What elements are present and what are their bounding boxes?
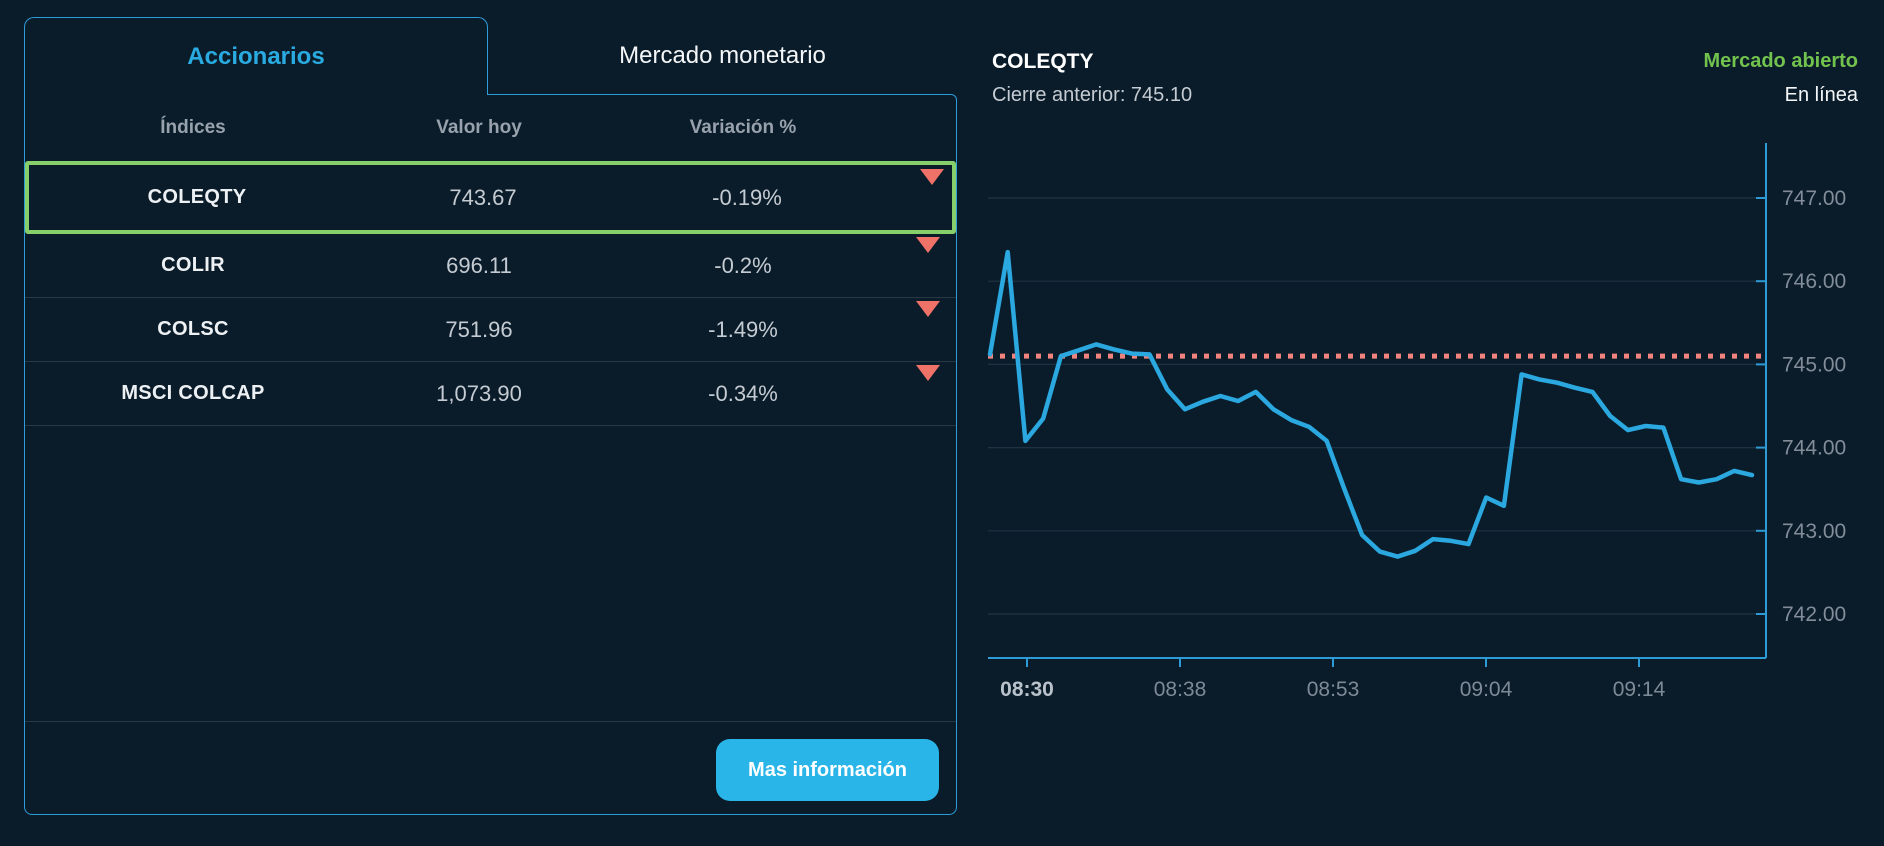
index-value: 743.67 [449, 184, 517, 210]
y-tick-label: 743.00 [1782, 520, 1846, 543]
x-tick-label: 09:04 [1460, 678, 1513, 701]
y-tick-label: 746.00 [1782, 270, 1846, 293]
connection-status: En línea [1784, 84, 1858, 106]
y-tick-label: 745.00 [1782, 353, 1846, 376]
table-row-coleqty[interactable]: COLEQTY 743.67 -0.19% [25, 161, 956, 234]
index-value: 696.11 [446, 252, 512, 278]
table-header-row: Índices Valor hoy Variación % [25, 95, 956, 161]
x-tick-label: 08:53 [1307, 678, 1360, 701]
price-chart: 747.00 746.00 745.00 744.00 743.00 742.00 08:3… [985, 135, 1884, 715]
y-tick-label: 744.00 [1782, 437, 1846, 460]
header-valor-hoy: Valor hoy [436, 117, 522, 138]
index-name: COLEQTY [147, 186, 247, 208]
index-value: 751.96 [445, 316, 513, 342]
down-triangle-icon [915, 300, 940, 342]
y-tick-label: 742.00 [1782, 603, 1846, 626]
table-row-msci-colcap[interactable]: MSCI COLCAP 1,073.90 -0.34% [25, 362, 956, 426]
down-triangle-icon [919, 168, 944, 210]
index-name: COLSC [157, 318, 229, 340]
y-tick-label: 747.00 [1782, 187, 1846, 210]
price-line [987, 249, 1755, 559]
table-row-colsc[interactable]: COLSC 751.96 -1.49% [25, 298, 956, 362]
x-tick-label: 08:38 [1154, 678, 1207, 701]
x-tick-label: 08:30 [1000, 678, 1054, 701]
index-variation: -0.34% [708, 380, 778, 406]
indices-panel: Accionarios Mercado monetario Índices Va… [24, 17, 957, 815]
index-name: MSCI COLCAP [121, 382, 265, 404]
header-indices: Índices [160, 117, 226, 138]
down-triangle-icon [915, 364, 940, 406]
index-variation: -1.49% [708, 316, 778, 342]
footer-divider [25, 721, 956, 722]
header-variacion: Variación % [689, 117, 797, 138]
previous-close-label: Cierre anterior: 745.10 [992, 84, 1193, 106]
index-value: 1,073.90 [436, 380, 522, 406]
index-variation: -0.2% [714, 252, 772, 278]
tab-accionarios-label: Accionarios [187, 42, 325, 70]
down-triangle-icon [915, 236, 940, 278]
indices-table: Índices Valor hoy Variación % COLEQTY 74… [24, 94, 957, 815]
tab-mercado-monetario[interactable]: Mercado monetario [490, 17, 955, 95]
price-chart-svg: 747.00 746.00 745.00 744.00 743.00 742.00 08:3… [987, 143, 1846, 701]
table-row-colir[interactable]: COLIR 696.11 -0.2% [25, 234, 956, 298]
index-variation: -0.19% [712, 184, 782, 210]
tab-accionarios[interactable]: Accionarios [24, 17, 488, 95]
market-status-badge: Mercado abierto [1703, 50, 1858, 72]
more-info-button[interactable]: Mas información [716, 739, 939, 801]
chart-title: COLEQTY [992, 50, 1094, 73]
tab-mercado-monetario-label: Mercado monetario [619, 42, 826, 69]
index-name: COLIR [161, 254, 225, 276]
x-tick-label: 09:14 [1613, 678, 1666, 701]
